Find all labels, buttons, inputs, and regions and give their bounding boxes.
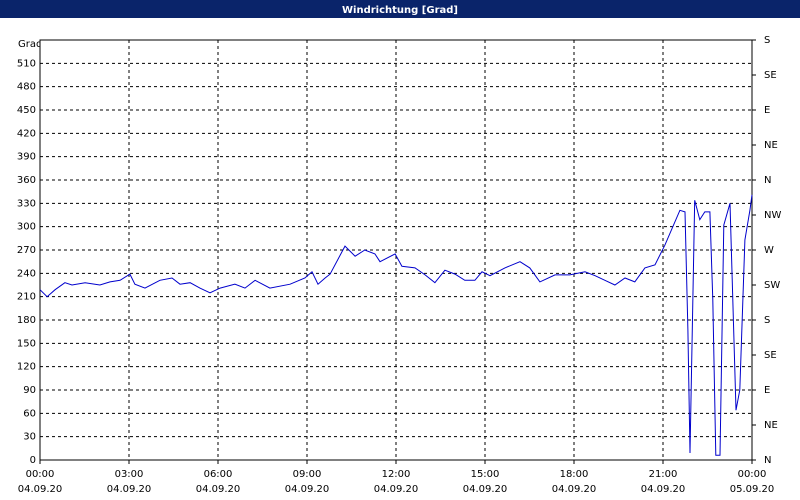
y2-tick-label: W	[764, 245, 774, 256]
x-tick-date: 04.09.20	[552, 484, 597, 495]
y-tick-label: 180	[17, 315, 36, 326]
x-tick-date: 04.09.20	[285, 484, 330, 495]
y-tick-label: 60	[23, 408, 36, 419]
y-tick-label: 30	[23, 432, 36, 443]
x-tick-date: 04.09.20	[641, 484, 686, 495]
x-tick-label: 12:00	[382, 469, 411, 480]
x-tick-label: 00:00	[738, 469, 767, 480]
x-tick-date: 04.09.20	[196, 484, 241, 495]
y2-tick-label: E	[764, 105, 770, 116]
y2-tick-label: NW	[764, 210, 781, 221]
x-tick-label: 21:00	[649, 469, 678, 480]
y2-tick-label: SW	[764, 280, 780, 291]
x-tick-label: 03:00	[115, 469, 144, 480]
y2-tick-label: SE	[764, 350, 777, 361]
x-tick-label: 06:00	[204, 469, 233, 480]
y-tick-label: 450	[17, 105, 36, 116]
y2-tick-label: NE	[764, 420, 778, 431]
x-tick-date: 04.09.20	[463, 484, 508, 495]
x-tick-date: 05.09.20	[730, 484, 775, 495]
y-tick-label: 390	[17, 152, 36, 163]
y-tick-label: 510	[17, 58, 36, 69]
y-tick-label: 210	[17, 292, 36, 303]
x-tick-label: 00:00	[26, 469, 55, 480]
x-tick-label: 15:00	[471, 469, 500, 480]
y-tick-label: 90	[23, 385, 36, 396]
y2-tick-label: S	[764, 35, 770, 46]
y2-tick-label: N	[764, 175, 771, 186]
y-tick-label: 270	[17, 245, 36, 256]
y2-tick-label: NE	[764, 140, 778, 151]
y-axis-label: Grad	[18, 39, 42, 50]
title-bar	[0, 0, 800, 18]
x-tick-date: 04.09.20	[107, 484, 152, 495]
y-tick-label: 330	[17, 198, 36, 209]
y2-tick-label: S	[764, 315, 770, 326]
y2-tick-label: N	[764, 455, 771, 466]
x-tick-label: 18:00	[560, 469, 589, 480]
y-tick-label: 300	[17, 222, 36, 233]
y-tick-label: 360	[17, 175, 36, 186]
y-tick-label: 0	[30, 455, 36, 466]
y-tick-label: 120	[17, 362, 36, 373]
chart-title: Windrichtung [Grad]	[342, 5, 458, 16]
x-tick-label: 09:00	[293, 469, 322, 480]
y-tick-label: 150	[17, 338, 36, 349]
y2-tick-label: E	[764, 385, 770, 396]
x-tick-date: 04.09.20	[374, 484, 419, 495]
y-tick-label: 240	[17, 268, 36, 279]
y2-tick-label: SE	[764, 70, 777, 81]
y-tick-label: 480	[17, 82, 36, 93]
y-tick-label: 420	[17, 128, 36, 139]
x-tick-date: 04.09.20	[18, 484, 63, 495]
data-line	[39, 194, 753, 456]
